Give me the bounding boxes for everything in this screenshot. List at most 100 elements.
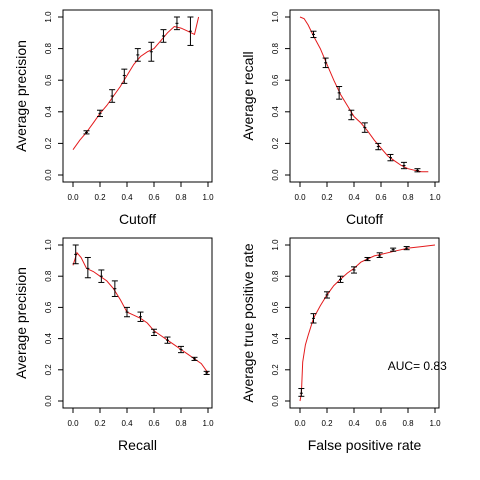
y-tick-label: 0.6 [44,74,53,86]
error-bar [414,168,421,173]
error-bar [83,130,90,135]
x-tick-label: 0.4 [348,419,360,428]
error-bar [134,48,141,62]
error-bar [351,266,357,274]
y-tick-label: 0.4 [44,332,53,344]
plot-frame [289,237,440,409]
x-tick-label: 1.0 [429,419,441,428]
error-bar [124,306,130,318]
y-tick-label: 0.6 [271,301,280,313]
panel-1: 0.0 0.2 0.4 0.6 0.8 1.0 0.0 0.2 0.4 0.6 0.8 1.0 Cuto… [13,9,214,227]
curve-line [72,16,200,150]
error-bar [310,30,317,39]
y-tick-label: 1.0 [44,11,53,23]
x-tick-label: 0.0 [67,419,79,428]
y-tick-label: 0.6 [44,301,53,313]
error-bar [364,256,371,262]
x-tick-label: 1.0 [202,419,214,428]
plot-frame [289,9,440,183]
panel-4: 0.0 0.2 0.4 0.6 0.8 1.0 0.0 0.2 0.4 0.6 0.8 1.0 Fals… [240,237,447,453]
x-tick-label: 0.8 [175,419,187,428]
error-bar [390,247,397,252]
y-tick-label: 1.0 [44,239,53,251]
x-tick-label: 0.0 [67,193,79,202]
error-bar [348,109,355,121]
error-bar [203,370,210,375]
x-tick-label: 0.8 [402,193,414,202]
x-axis-title: Cutoff [346,211,383,227]
x-tick-label: 0.6 [148,419,160,428]
error-bar [298,388,305,397]
y-tick-label: 0.8 [271,270,280,282]
x-axis-title: Recall [118,437,157,453]
error-bar [310,313,317,324]
x-tick-label: 0.2 [321,193,333,202]
plot-frame [62,9,213,183]
error-bar [72,244,79,265]
x-tick-label: 0.8 [175,193,187,202]
error-bar [151,328,157,336]
x-tick-label: 0.6 [148,193,160,202]
error-bar [178,345,184,354]
y-axis-title: Average precision [13,40,29,152]
error-bar [160,29,167,43]
error-bar [111,280,118,297]
y-tick-label: 0.0 [271,395,280,407]
x-tick-label: 1.0 [202,193,214,202]
y-tick-label: 1.0 [271,239,280,251]
error-bar [164,336,171,344]
error-bar [121,68,128,84]
y-axis-title: Average true positive rate [240,243,256,402]
y-axis-title: Average recall [240,51,256,140]
error-bar [173,16,180,31]
error-bar [109,89,116,103]
y-tick-label: 0.0 [44,395,53,407]
error-bar [98,269,105,283]
y-tick-label: 0.2 [44,364,53,376]
y-tick-label: 0.4 [271,106,280,118]
error-bar [191,356,198,361]
error-bar [324,291,330,299]
x-tick-label: 0.0 [294,419,306,428]
x-tick-label: 0.4 [121,193,133,202]
y-tick-label: 1.0 [271,11,280,23]
plot-frame [62,237,213,409]
y-tick-label: 0.2 [271,364,280,376]
curve-line [299,16,429,173]
auc-annotation: AUC= 0.83 [388,359,447,373]
error-bar [322,57,329,69]
error-bar [376,252,383,258]
y-tick-label: 0.2 [271,137,280,149]
x-axis-title: Cutoff [119,211,156,227]
x-tick-label: 1.0 [429,193,441,202]
y-tick-label: 0.0 [271,169,280,181]
error-bar [375,142,382,151]
y-tick-label: 0.4 [271,332,280,344]
y-tick-label: 0.2 [44,137,53,149]
error-bar [387,153,394,162]
y-tick-label: 0.8 [44,42,53,54]
y-axis-title: Average precision [13,267,29,379]
x-axis-title: False positive rate [308,437,422,453]
curve-line [72,251,209,374]
x-tick-label: 0.6 [375,193,387,202]
y-tick-label: 0.8 [44,270,53,282]
x-tick-label: 0.2 [94,419,106,428]
curve-line [299,244,436,402]
y-tick-label: 0.0 [44,169,53,181]
error-bar [337,275,344,283]
x-tick-label: 0.4 [348,193,360,202]
error-bar [148,41,155,62]
x-tick-label: 0.6 [375,419,387,428]
y-tick-label: 0.6 [271,74,280,86]
x-tick-label: 0.0 [294,193,306,202]
error-bar [84,256,91,279]
y-tick-label: 0.4 [44,106,53,118]
x-tick-label: 0.4 [121,419,133,428]
panel-3: 0.0 0.2 0.4 0.6 0.8 1.0 0.0 0.2 0.4 0.6 0.8 1.0 Reca… [13,237,214,453]
y-tick-label: 0.8 [271,42,280,54]
error-bar [187,16,194,46]
x-tick-label: 0.2 [94,193,106,202]
x-tick-label: 0.8 [402,419,414,428]
